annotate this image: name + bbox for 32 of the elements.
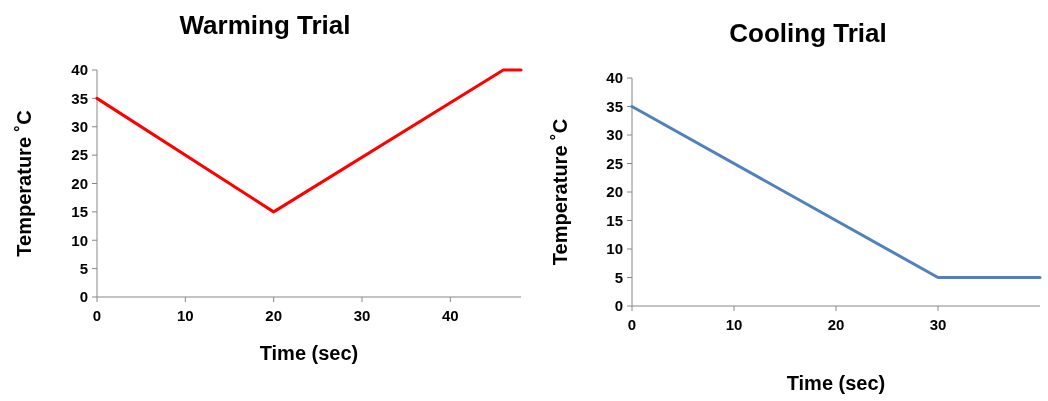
y-tick-label: 40 <box>606 69 623 87</box>
y-tick-label: 30 <box>606 126 623 144</box>
y-axis-title: Temperature ˚C <box>549 118 571 266</box>
x-tick-label: 40 <box>441 307 459 324</box>
y-tick-label: 40 <box>71 61 88 79</box>
x-axis-title: Time (sec) <box>259 342 359 364</box>
y-tick-label: 25 <box>71 146 88 164</box>
x-tick-label: 20 <box>265 307 283 324</box>
x-axis-title: Time (sec) <box>786 372 886 394</box>
y-tick-label: 0 <box>79 288 88 306</box>
y-tick-label: 10 <box>71 231 88 249</box>
x-tick-label: 10 <box>725 316 743 333</box>
chart-title: Warming Trial <box>179 10 351 40</box>
y-tick-label: 20 <box>606 183 623 201</box>
y-tick-label: 20 <box>71 174 88 192</box>
x-tick-label: 30 <box>929 316 947 333</box>
x-tick-label: 10 <box>176 307 194 324</box>
y-tick-label: 15 <box>606 211 623 229</box>
y-tick-label: 30 <box>71 118 88 135</box>
y-tick-label: 15 <box>71 203 88 221</box>
x-tick-label: 0 <box>92 307 102 324</box>
chart-title: Cooling Trial <box>729 18 887 48</box>
x-tick-label: 0 <box>627 316 637 333</box>
y-tick-label: 35 <box>71 89 88 107</box>
y-tick-label: 35 <box>606 97 623 115</box>
y-tick-label: 25 <box>606 154 623 172</box>
y-tick-label: 5 <box>614 268 623 286</box>
x-tick-label: 20 <box>827 316 845 333</box>
y-tick-label: 10 <box>606 240 623 258</box>
y-axis-title: Temperature ˚C <box>13 110 35 257</box>
x-tick-label: 30 <box>353 307 371 324</box>
y-tick-label: 5 <box>79 259 88 277</box>
